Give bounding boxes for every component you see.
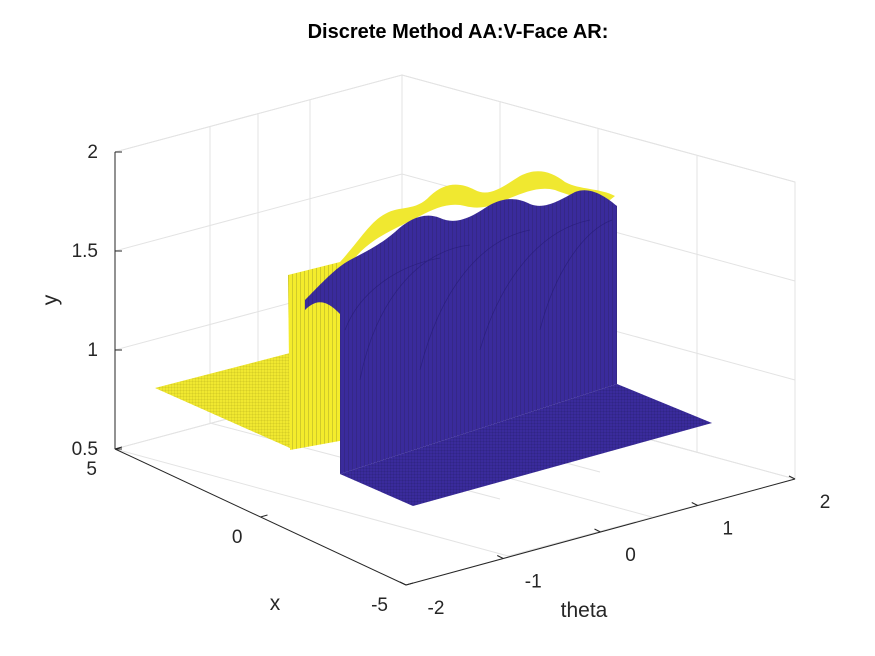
x-tick-label: 0	[232, 527, 243, 548]
x-tick-label: -5	[371, 595, 388, 616]
arc-1	[359, 244, 471, 381]
theta-tick-mark	[691, 502, 698, 506]
arc-3	[479, 219, 591, 351]
x-axis-label: x	[270, 592, 281, 615]
z-gridline-1	[114, 173, 796, 282]
surface-plateau-arcs	[344, 219, 613, 381]
x-tick-mark	[260, 514, 268, 518]
arc-2	[419, 229, 531, 371]
theta-tick-mark	[594, 528, 601, 533]
theta-axis-label: theta	[561, 599, 608, 622]
ticks: 0.5 1 1.5 2 -5 0 5 -2 -1 0 1 2	[72, 142, 831, 619]
theta-tick-mark	[497, 555, 504, 559]
surface	[155, 171, 712, 506]
chart-title: Discrete Method AA:V-Face AR:	[308, 21, 609, 43]
z-tick-label: 2	[87, 142, 98, 163]
y-axis-label: y	[39, 294, 62, 305]
surface-low-region-right-mesh	[340, 384, 712, 506]
z-tick-label: 1	[87, 340, 98, 361]
theta-tick-label: 2	[820, 492, 831, 513]
surface-step-wall-mesh	[288, 262, 345, 450]
z-tick-label: 1.5	[72, 241, 98, 262]
x-tick-mark	[114, 446, 123, 450]
theta-tick-label: -2	[428, 598, 445, 619]
z-tick-label: 0.5	[72, 439, 98, 460]
theta-tick-label: -1	[525, 572, 542, 593]
theta-tick-label: 0	[625, 545, 636, 566]
surface-plateau-rim	[340, 171, 615, 280]
theta-tick-label: 1	[722, 519, 733, 540]
arc-5	[344, 257, 441, 331]
arc-4	[539, 219, 613, 331]
theta-tick-mark	[399, 581, 407, 586]
theta-tick-mark	[788, 475, 796, 480]
x-tick-mark	[405, 582, 414, 586]
surface-plateau-front-mesh	[305, 190, 617, 475]
x-tick-label: 5	[86, 459, 97, 480]
z-gridline-3	[114, 74, 796, 183]
